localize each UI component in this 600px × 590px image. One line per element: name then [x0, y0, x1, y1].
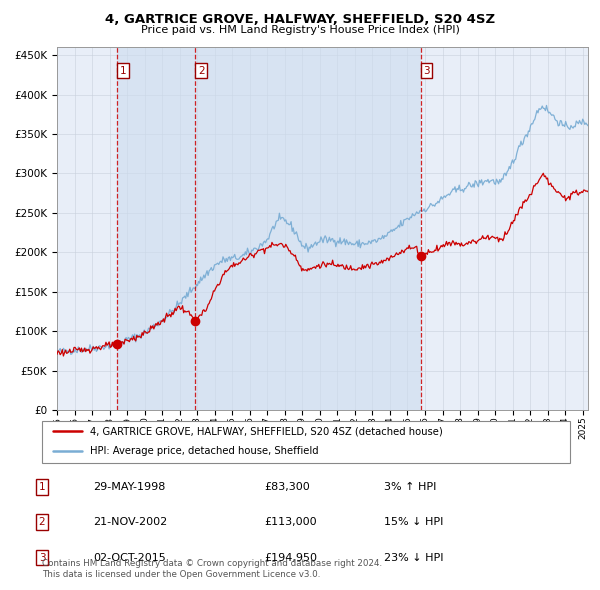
Text: 2: 2 — [198, 66, 205, 76]
Text: 4, GARTRICE GROVE, HALFWAY, SHEFFIELD, S20 4SZ: 4, GARTRICE GROVE, HALFWAY, SHEFFIELD, S… — [105, 13, 495, 26]
Text: HPI: Average price, detached house, Sheffield: HPI: Average price, detached house, Shef… — [89, 446, 318, 456]
Text: 15% ↓ HPI: 15% ↓ HPI — [384, 517, 443, 527]
FancyBboxPatch shape — [42, 421, 570, 463]
Text: 29-MAY-1998: 29-MAY-1998 — [93, 482, 166, 491]
Text: 02-OCT-2015: 02-OCT-2015 — [93, 553, 166, 562]
Text: 23% ↓ HPI: 23% ↓ HPI — [384, 553, 443, 562]
Bar — [195, 47, 421, 410]
Text: Price paid vs. HM Land Registry's House Price Index (HPI): Price paid vs. HM Land Registry's House … — [140, 25, 460, 35]
Text: Contains HM Land Registry data © Crown copyright and database right 2024.
This d: Contains HM Land Registry data © Crown c… — [42, 559, 382, 579]
Text: 2: 2 — [38, 517, 46, 527]
Text: £83,300: £83,300 — [264, 482, 310, 491]
Text: 3: 3 — [38, 553, 46, 562]
Text: 1: 1 — [38, 482, 46, 491]
Text: 1: 1 — [119, 66, 126, 76]
Text: £113,000: £113,000 — [264, 517, 317, 527]
Text: 21-NOV-2002: 21-NOV-2002 — [93, 517, 167, 527]
Bar — [117, 47, 195, 410]
Text: 3: 3 — [423, 66, 430, 76]
Text: £194,950: £194,950 — [264, 553, 317, 562]
Text: 4, GARTRICE GROVE, HALFWAY, SHEFFIELD, S20 4SZ (detached house): 4, GARTRICE GROVE, HALFWAY, SHEFFIELD, S… — [89, 427, 442, 436]
Text: 3% ↑ HPI: 3% ↑ HPI — [384, 482, 436, 491]
